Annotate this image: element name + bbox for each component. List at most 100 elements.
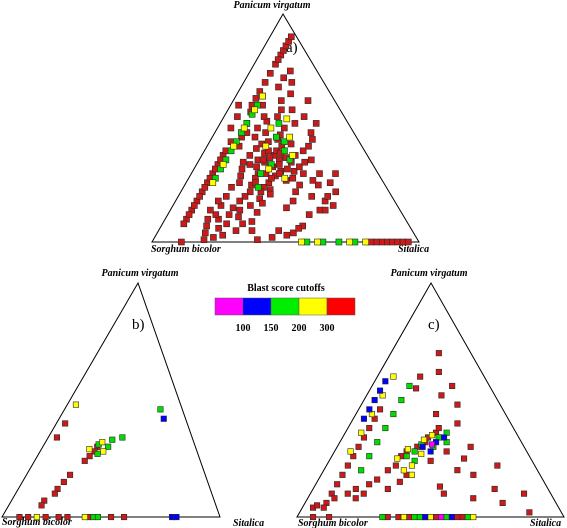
data-point-c-s1-16 (416, 513, 423, 521)
data-points-b (16, 401, 180, 521)
data-point-a-s0-54 (248, 218, 256, 225)
data-point-c-s0-59 (313, 502, 321, 509)
ternary-panel-a: Panicum virgatum Sorghum bicolor Sitalic… (151, 0, 429, 255)
data-point-a-s0-100 (329, 202, 337, 209)
data-point-c-s2-4 (408, 462, 416, 469)
data-point-a-s0-140 (248, 227, 256, 234)
data-point-a-s0-58 (212, 211, 220, 218)
data-point-a-s0-66 (215, 197, 222, 205)
data-point-a-s0-133 (180, 220, 188, 228)
data-point-c-s0-25 (435, 424, 442, 432)
data-point-a-s2-7 (259, 92, 266, 100)
data-point-a-s0-131 (191, 202, 198, 209)
data-point-c-s0-49 (520, 490, 528, 497)
legend-ticks: 100 150 200 300 (236, 323, 335, 334)
data-point-b-s2-3 (72, 401, 79, 408)
data-point-c-s2-11 (358, 429, 365, 436)
data-point-c-s1-8 (406, 382, 413, 390)
data-point-b-s2-2 (86, 446, 93, 453)
data-point-c-s0-55 (384, 513, 391, 521)
data-point-a-s0-79 (299, 147, 307, 155)
data-point-c-s0-56 (459, 513, 466, 521)
data-point-c-s0-28 (432, 410, 440, 418)
data-point-a-s0-40 (246, 188, 254, 196)
ternary-panel-c: Panicum virgatum Sorghum bicolor Sitalic… (296, 268, 565, 528)
data-point-a-s0-163 (266, 70, 274, 77)
data-point-a-s0-61 (228, 184, 235, 191)
data-point-a-s0-49 (236, 206, 244, 214)
data-point-b-s0-4 (67, 471, 74, 478)
data-point-c-s0-27 (417, 373, 424, 380)
ternary-panel-b: Panicum virgatum Sorghum bicolor Sitalic… (1, 268, 264, 528)
panel-label-c: c) (428, 317, 440, 333)
data-point-a-s0-134 (178, 238, 185, 246)
data-point-c-s1-12 (374, 439, 381, 446)
data-point-c-s3-8 (360, 415, 368, 422)
legend: Blast score cutoffs 100 150 200 300 (214, 283, 356, 334)
data-point-a-s0-60 (223, 193, 230, 200)
data-point-a-s0-169 (287, 33, 295, 41)
legend-swatch-1 (242, 297, 272, 316)
data-point-a-s2-15 (346, 238, 353, 246)
data-point-c-s0-53 (432, 513, 439, 521)
data-point-a-s0-160 (252, 95, 260, 102)
data-point-a-s0-87 (291, 120, 299, 127)
data-point-a-s0-106 (304, 97, 312, 104)
data-point-a-s0-96 (305, 211, 313, 218)
legend-tick-label-2: 200 (292, 323, 307, 334)
data-point-a-s0-114 (227, 124, 235, 132)
data-point-b-s0-11 (53, 434, 61, 441)
data-point-a-s0-29 (266, 154, 274, 161)
triangle-frame-a (151, 13, 420, 243)
data-point-a-s0-22 (253, 163, 260, 171)
data-point-a-s2-5 (281, 174, 289, 182)
data-point-a-s0-142 (295, 225, 303, 232)
data-point-a-s0-107 (312, 120, 320, 127)
data-point-a-s0-57 (266, 190, 274, 198)
data-point-a-s0-38 (276, 170, 283, 177)
vertex-label-right-b: Sitalica (233, 518, 264, 528)
data-point-a-s0-52 (215, 225, 222, 232)
data-point-a-s0-132 (185, 211, 193, 218)
data-point-c-s0-24 (454, 420, 461, 427)
data-point-a-s0-62 (203, 222, 210, 230)
data-point-c-s3-4 (382, 378, 389, 385)
data-point-b-s0-2 (86, 453, 93, 460)
data-point-c-s2-5 (428, 432, 436, 439)
data-points-c (309, 350, 533, 521)
vertex-label-top-a: Panicum virgatum (234, 0, 311, 11)
data-point-a-s0-108 (309, 136, 316, 143)
data-point-a-s0-75 (251, 133, 259, 141)
data-point-c-s0-23 (460, 455, 468, 462)
data-point-b-s0-12 (42, 513, 49, 521)
data-point-b-s0-19 (16, 513, 23, 521)
data-point-a-s1-7 (254, 184, 262, 191)
data-point-b-s2-1 (100, 448, 107, 455)
data-point-c-s2-14 (427, 513, 434, 521)
data-point-c-s3-7 (366, 406, 373, 413)
data-point-c-s1-17 (464, 513, 471, 521)
data-point-c-s0-29 (438, 392, 445, 399)
data-point-c-s3-3 (427, 448, 434, 455)
data-point-b-s3-2 (173, 513, 180, 521)
data-point-c-s1-10 (390, 410, 397, 418)
data-point-a-s0-145 (326, 179, 334, 186)
data-point-a-s0-129 (201, 184, 209, 191)
data-point-c-s0-22 (470, 471, 477, 478)
data-point-a-s0-136 (210, 234, 217, 241)
data-point-a-s0-165 (274, 56, 282, 63)
data-point-b-s1-0 (105, 443, 112, 450)
data-point-a-s0-24 (246, 152, 254, 159)
data-point-c-s0-64 (325, 513, 333, 521)
data-point-c-s0-17 (440, 490, 447, 497)
data-point-c-s2-6 (400, 467, 407, 474)
data-point-a-s1-1 (281, 147, 288, 155)
data-point-c-s2-0 (404, 446, 412, 453)
vertex-label-left-a: Sorghum bicolor (151, 244, 221, 255)
data-point-c-s0-9 (374, 476, 381, 483)
data-point-c-s0-19 (491, 485, 498, 493)
data-point-c-s0-26 (412, 385, 420, 392)
data-point-a-s0-146 (307, 156, 315, 164)
data-point-a-s0-69 (289, 174, 297, 182)
